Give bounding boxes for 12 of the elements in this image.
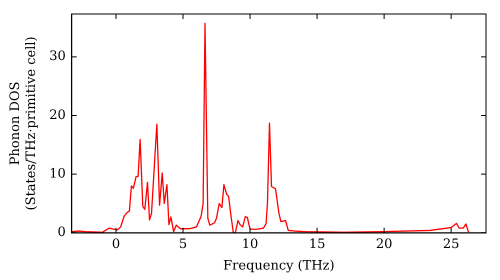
- x-tick-label: 10: [242, 236, 258, 252]
- x-tick-label: 20: [376, 236, 392, 252]
- x-tick-label: 5: [178, 236, 188, 252]
- x-tick-label: 0: [112, 236, 120, 252]
- y-tick-label: 20: [49, 108, 66, 123]
- y-axis-title: Phonon DOS (States/THz·primitive cell): [8, 36, 39, 210]
- y-tick-label: 30: [49, 49, 66, 64]
- y-tick-label: 10: [49, 166, 66, 182]
- y-tick-label: 0: [57, 225, 66, 240]
- x-tick-label: 15: [308, 236, 326, 252]
- x-tick-label: 25: [442, 236, 460, 252]
- x-axis-title: Frequency (THz): [223, 258, 335, 274]
